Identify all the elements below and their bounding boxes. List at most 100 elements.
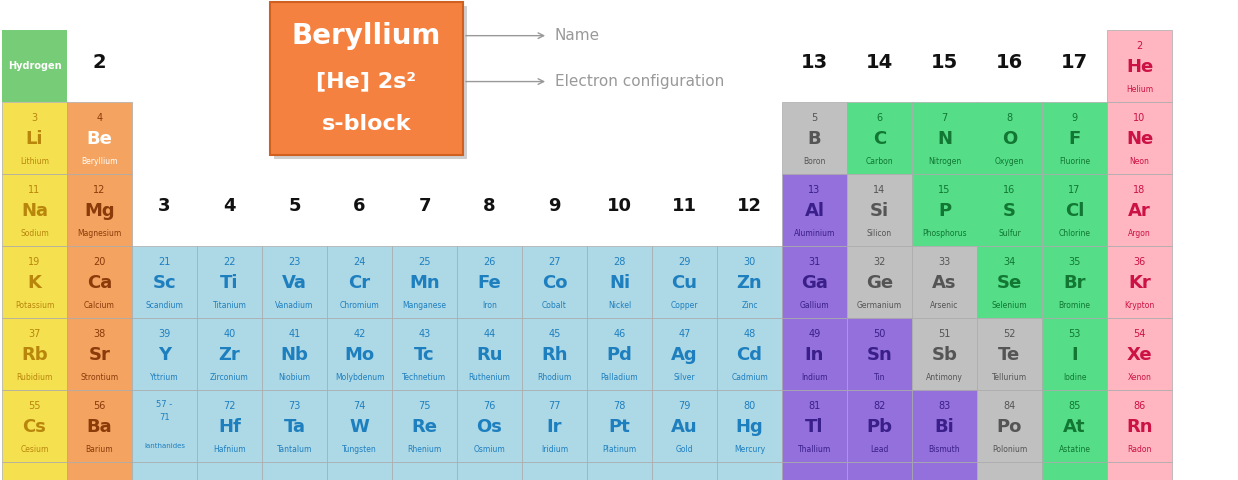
Text: 14: 14 [873, 185, 885, 195]
Text: Scandium: Scandium [146, 300, 183, 310]
Text: Neon: Neon [1129, 156, 1149, 166]
Bar [522, 390, 587, 462]
Bar [392, 390, 457, 462]
Text: Ta: Ta [284, 419, 306, 436]
Bar [1107, 102, 1172, 174]
Text: s-block: s-block [322, 114, 411, 134]
Text: Si: Si [870, 203, 889, 220]
Text: Cu: Cu [671, 275, 697, 292]
Text: Rhodium: Rhodium [537, 372, 572, 382]
Text: 23: 23 [288, 257, 301, 267]
Text: Rh: Rh [541, 347, 568, 364]
Bar [262, 462, 327, 480]
Text: Ge: Ge [865, 275, 893, 292]
Text: Silicon: Silicon [867, 228, 893, 238]
Bar [67, 246, 132, 318]
Text: Chromium: Chromium [339, 300, 379, 310]
Text: Tellurium: Tellurium [992, 372, 1028, 382]
Text: Pt: Pt [609, 419, 630, 436]
Bar [977, 174, 1042, 246]
Bar [197, 390, 262, 462]
Text: Vanadium: Vanadium [275, 300, 313, 310]
Bar [782, 390, 847, 462]
Text: 50: 50 [873, 329, 885, 339]
Text: 81: 81 [808, 401, 821, 411]
Text: Copper: Copper [671, 300, 698, 310]
Text: Sulfur: Sulfur [998, 228, 1021, 238]
Bar [782, 174, 847, 246]
Text: Iodine: Iodine [1062, 372, 1086, 382]
Bar [2, 30, 67, 102]
Bar [270, 2, 463, 155]
Bar [717, 246, 782, 318]
Text: 55: 55 [28, 401, 41, 411]
Bar [977, 318, 1042, 390]
Text: N: N [937, 131, 952, 148]
Text: Iron: Iron [482, 300, 496, 310]
Bar [782, 318, 847, 390]
Text: 80: 80 [743, 401, 755, 411]
Text: 12: 12 [93, 185, 105, 195]
Text: Iridium: Iridium [541, 444, 568, 454]
Text: 5: 5 [288, 197, 301, 216]
Bar [587, 318, 652, 390]
Bar [2, 246, 67, 318]
Text: Br: Br [1063, 275, 1086, 292]
Text: 3: 3 [158, 197, 171, 216]
Bar [2, 102, 67, 174]
Text: 52: 52 [1003, 329, 1015, 339]
Text: Hf: Hf [218, 419, 241, 436]
Text: 9: 9 [1071, 113, 1077, 123]
Text: 71: 71 [160, 413, 170, 422]
Text: 56: 56 [93, 401, 105, 411]
Bar [67, 318, 132, 390]
Text: Silver: Silver [673, 372, 696, 382]
Bar [912, 390, 977, 462]
Bar [457, 246, 522, 318]
Text: 57 -: 57 - [156, 400, 172, 409]
Text: 22: 22 [223, 257, 235, 267]
Bar [1042, 318, 1107, 390]
Text: 77: 77 [548, 401, 561, 411]
Text: 43: 43 [418, 329, 431, 339]
Bar [522, 318, 587, 390]
Text: Xe: Xe [1127, 347, 1153, 364]
Text: 78: 78 [613, 401, 625, 411]
Text: Nickel: Nickel [608, 300, 631, 310]
Text: Indium: Indium [801, 372, 828, 382]
Text: 49: 49 [808, 329, 821, 339]
Text: Boron: Boron [803, 156, 826, 166]
Text: Xenon: Xenon [1128, 372, 1151, 382]
Bar [132, 390, 197, 462]
Text: Palladium: Palladium [600, 372, 639, 382]
Bar [717, 462, 782, 480]
Bar [652, 390, 717, 462]
Text: Ga: Ga [801, 275, 828, 292]
Text: 14: 14 [865, 53, 893, 72]
Text: Au: Au [671, 419, 698, 436]
Bar [457, 390, 522, 462]
Text: 74: 74 [353, 401, 365, 411]
Text: Mercury: Mercury [734, 444, 765, 454]
Text: Sn: Sn [867, 347, 893, 364]
Text: 3: 3 [31, 113, 37, 123]
Text: C: C [873, 131, 886, 148]
Text: 53: 53 [1068, 329, 1081, 339]
Bar [847, 102, 912, 174]
Text: Aluminium: Aluminium [794, 228, 836, 238]
Text: 79: 79 [678, 401, 691, 411]
Bar [457, 318, 522, 390]
Text: Zinc: Zinc [742, 300, 758, 310]
Bar [1107, 318, 1172, 390]
Text: 19: 19 [28, 257, 41, 267]
Bar [977, 246, 1042, 318]
Text: Bromine: Bromine [1058, 300, 1091, 310]
Text: Na: Na [21, 203, 48, 220]
Text: 12: 12 [737, 197, 763, 216]
Text: Re: Re [411, 419, 437, 436]
Bar [67, 102, 132, 174]
Text: Mo: Mo [344, 347, 375, 364]
Bar [392, 318, 457, 390]
Text: Cl: Cl [1065, 203, 1084, 220]
Bar [392, 462, 457, 480]
